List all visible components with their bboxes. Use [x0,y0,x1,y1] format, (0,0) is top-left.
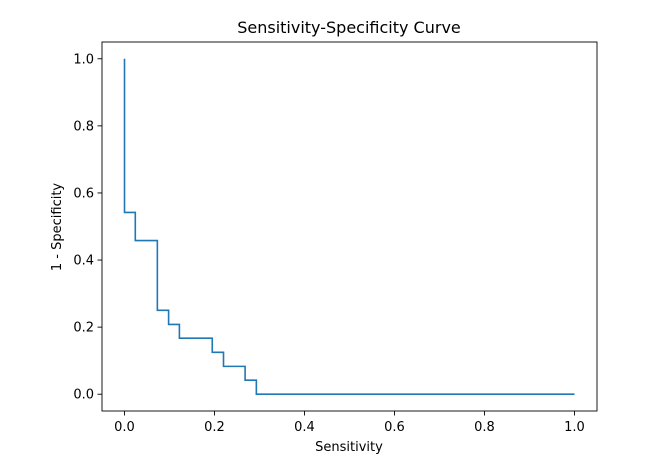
x-axis: 0.0 0.2 0.4 0.6 0.8 1.0 [114,411,585,435]
y-tick-label: 0.6 [73,186,94,201]
plot-area [101,41,598,412]
x-tick-label: 0.6 [384,420,405,435]
y-axis: 0.0 0.2 0.4 0.6 0.8 1.0 [73,52,102,403]
axes-frame [101,41,598,412]
x-tick-label: 0.0 [114,420,135,435]
x-tick-label: 0.2 [204,420,225,435]
x-tick-label: 1.0 [564,420,585,435]
y-tick-label: 0.4 [73,254,94,269]
y-tick-label: 0.8 [73,119,94,134]
y-axis-label: 1 - Specificity [50,183,65,272]
x-tick-label: 0.8 [474,420,495,435]
y-tick-label: 0.2 [73,321,94,336]
series-line-curve [123,58,575,396]
y-tick-label: 1.0 [73,52,94,67]
chart-title: Sensitivity-Specificity Curve [237,18,461,37]
y-tick-label: 0.0 [73,388,94,403]
x-axis-label: Sensitivity [315,440,383,455]
x-tick-label: 0.4 [294,420,315,435]
